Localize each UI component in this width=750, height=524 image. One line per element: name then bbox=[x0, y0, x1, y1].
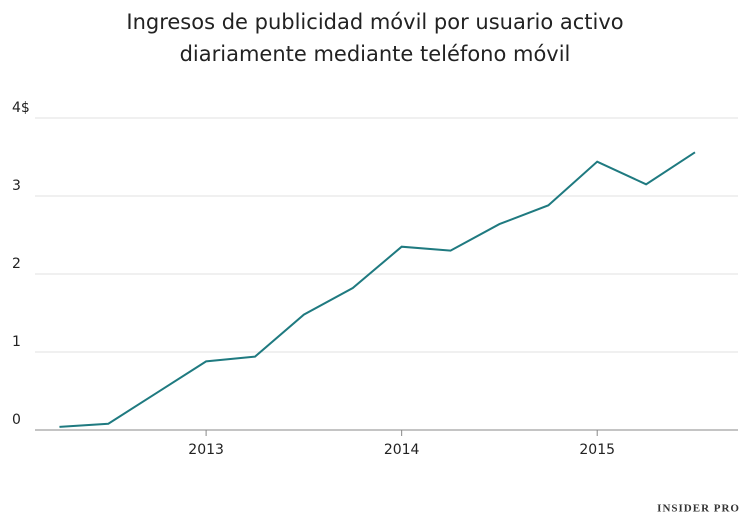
y-tick-label: 2 bbox=[12, 256, 21, 272]
y-tick-label: 4$ bbox=[12, 100, 30, 116]
y-tick-label: 0 bbox=[12, 412, 21, 428]
x-tick-label: 2015 bbox=[579, 442, 615, 458]
brand: INSIDER PRO bbox=[657, 503, 740, 515]
y-tick-label: 3 bbox=[12, 178, 21, 194]
x-tick-label: 2013 bbox=[188, 442, 224, 458]
y-tick-label: 1 bbox=[12, 334, 21, 350]
line-series bbox=[59, 151, 696, 428]
x-tick-label: 2014 bbox=[384, 442, 420, 458]
chart-title: diariamente mediante teléfono móvil bbox=[180, 42, 571, 66]
chart-title: Ingresos de publicidad móvil por usuario… bbox=[126, 10, 623, 34]
